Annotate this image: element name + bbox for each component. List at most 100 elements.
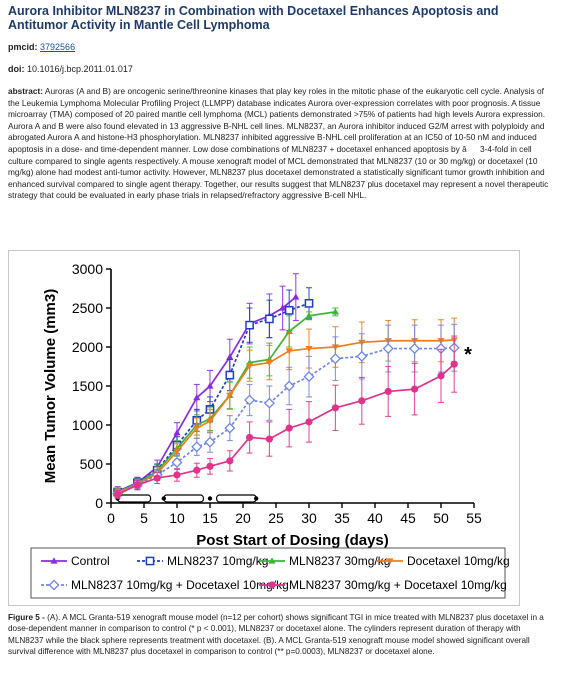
data-point	[225, 370, 235, 380]
x-tick-label: 40	[367, 510, 383, 526]
data-point	[305, 418, 313, 426]
series-line	[117, 302, 310, 493]
series-line	[117, 339, 455, 494]
data-point	[305, 345, 313, 353]
doi-line: doi: 10.1016/j.bcp.2011.01.017	[8, 64, 133, 74]
legend-label: MLN8237 10mg/kg	[167, 554, 268, 568]
data-point	[265, 360, 273, 367]
x-tick-label: 0	[107, 510, 115, 526]
series-4	[112, 323, 460, 500]
doi-label: doi:	[8, 64, 25, 74]
data-point	[133, 481, 141, 489]
x-axis-title: Post Start of Dosing (days)	[196, 532, 389, 549]
legend-marker	[386, 558, 394, 565]
x-tick-label: 20	[235, 510, 251, 526]
legend-marker	[268, 557, 276, 564]
x-tick-label: 30	[301, 510, 317, 526]
legend-marker	[50, 557, 58, 564]
legend-marker	[268, 581, 276, 589]
data-point	[304, 298, 314, 308]
series-2	[114, 307, 339, 497]
x-tick-label: 15	[202, 510, 218, 526]
x-tick-label: 45	[400, 510, 416, 526]
series-0	[114, 273, 300, 497]
legend-label: MLN8237 30mg/kg	[289, 554, 390, 568]
data-point	[331, 404, 339, 412]
data-point	[303, 371, 315, 383]
data-point	[358, 397, 366, 405]
caption-label: Figure 5 -	[8, 613, 45, 622]
data-point	[265, 314, 274, 324]
data-point	[173, 471, 181, 479]
data-point	[292, 293, 300, 300]
x-tick-label: 10	[169, 510, 185, 526]
x-tick-label: 25	[268, 510, 284, 526]
y-tick-label: 3000	[72, 261, 103, 277]
legend-label: Docetaxel 10mg/kg	[407, 554, 510, 568]
data-point	[206, 418, 214, 425]
data-point	[409, 343, 421, 355]
y-tick-label: 2500	[72, 300, 103, 316]
docetaxel-dose-dot	[161, 496, 166, 501]
data-point	[331, 308, 339, 315]
y-tick-label: 1500	[72, 378, 103, 394]
data-point	[244, 394, 256, 406]
data-point	[173, 429, 181, 436]
x-tick-label: 50	[433, 510, 449, 526]
y-axis-title: Mean Tumor Volume (mm3)	[42, 289, 59, 483]
data-point	[193, 466, 201, 474]
x-tick-label: 5	[140, 510, 148, 526]
y-tick-label: 500	[80, 456, 104, 472]
y-tick-label: 0	[95, 495, 103, 511]
legend-label: MLN8237 30mg/kg + Docetaxel 10mg/kg	[289, 578, 507, 592]
data-point	[193, 394, 201, 401]
data-point	[437, 372, 445, 380]
data-point	[305, 312, 313, 319]
figure-caption: Figure 5 - (A). A MCL Granta-519 xenogra…	[8, 612, 556, 658]
data-point	[285, 424, 293, 432]
data-point	[283, 380, 295, 392]
data-point	[153, 474, 161, 482]
therapy-cylinder	[163, 494, 205, 503]
data-point	[226, 392, 234, 399]
legend-label: MLN8237 10mg/kg + Docetaxel 10mg/kg	[71, 578, 289, 592]
data-point	[285, 348, 293, 355]
data-point	[382, 343, 394, 355]
caption-text: (A). A MCL Granta-519 xenograft mouse mo…	[8, 613, 544, 657]
data-point	[191, 441, 203, 453]
y-tick-label: 2000	[72, 339, 103, 355]
data-point	[224, 422, 236, 434]
series-5	[114, 335, 458, 499]
figure-panel: 0 500 1000 1500 2000 2500 3000 0 5 10 15 20 25 30 35 40…	[8, 250, 520, 606]
data-point	[329, 353, 341, 365]
series-3	[114, 317, 458, 498]
docetaxel-dose-dot	[207, 496, 213, 501]
abstract-label: abstract:	[8, 86, 44, 96]
therapy-cylinder	[216, 494, 257, 503]
data-point	[265, 435, 273, 443]
data-point	[246, 433, 254, 442]
pmcid-link[interactable]: 3792566	[40, 42, 76, 52]
data-point	[206, 382, 214, 389]
significance-annotation: *	[464, 344, 472, 366]
data-point	[114, 490, 122, 499]
data-point	[356, 350, 368, 362]
pmcid-line: pmcid: 3792566	[8, 42, 75, 52]
data-point	[226, 457, 234, 465]
doi-value: 10.1016/j.bcp.2011.01.017	[27, 64, 133, 74]
data-point	[279, 304, 287, 311]
legend-marker	[48, 579, 60, 591]
legend-marker	[145, 556, 155, 566]
abstract: abstract: Auroras (A and B) are oncogeni…	[8, 86, 556, 202]
legend-label: Control	[71, 554, 110, 568]
tumor-volume-chart: 0 500 1000 1500 2000 2500 3000 0 5 10 15 20 25 30 35 40…	[30, 261, 510, 599]
abstract-text: Auroras (A and B) are oncogenic serine/t…	[8, 86, 549, 201]
article-title: Aurora Inhibitor MLN8237 in Combination …	[8, 4, 499, 32]
series-line	[117, 311, 336, 493]
data-point	[246, 363, 254, 370]
data-point	[226, 353, 234, 360]
data-point	[171, 456, 183, 468]
therapy-cylinder	[116, 494, 152, 503]
data-point	[204, 436, 216, 448]
data-point	[206, 462, 214, 470]
